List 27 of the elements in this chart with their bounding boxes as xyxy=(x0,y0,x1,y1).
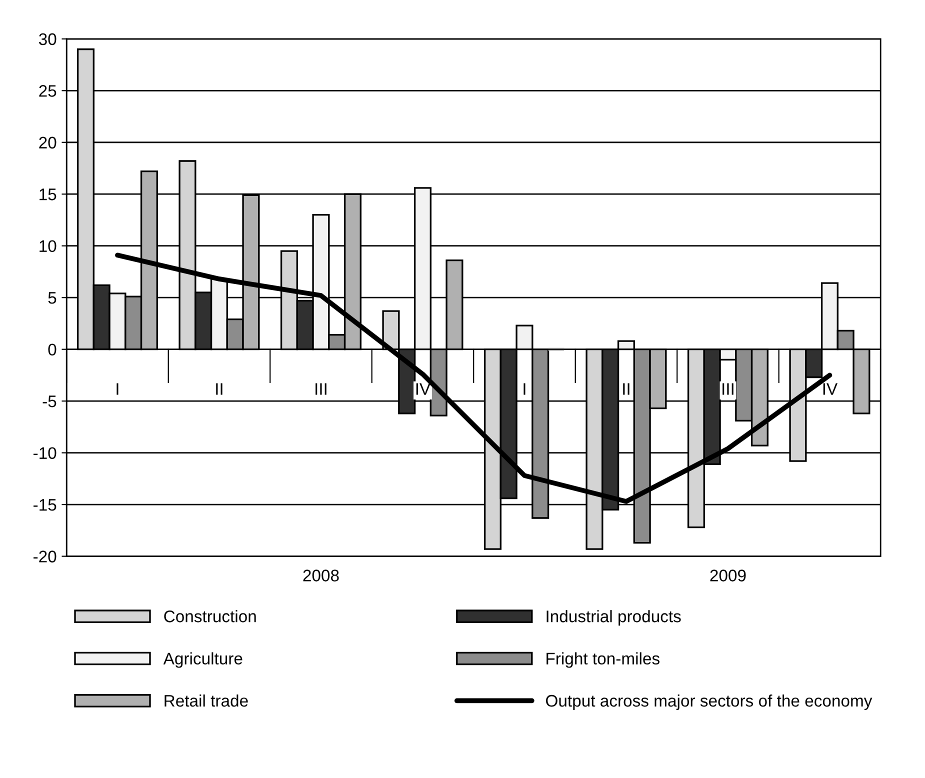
x-tick-label: II xyxy=(623,383,630,395)
legend-label: Retail trade xyxy=(164,694,248,707)
legend-label: Fright ton-miles xyxy=(546,652,660,668)
legend-label: Output across major sectors of the economy xyxy=(546,694,872,710)
y-tick-label: -5 xyxy=(42,396,56,408)
x-tick-label: IV xyxy=(416,383,431,395)
text: 2008 xyxy=(303,570,339,582)
y-tick-label: 25 xyxy=(39,85,56,97)
x-tick-label: I xyxy=(116,383,118,395)
y-tick-label: -20 xyxy=(34,550,56,562)
y-tick-label: 20 xyxy=(39,136,56,149)
legend-label: Agriculture xyxy=(163,652,242,668)
x-tick-label: III xyxy=(722,383,734,395)
y-tick-label: -10 xyxy=(34,447,56,459)
x-tick-label: II xyxy=(216,383,222,395)
legend-label: Industrial products xyxy=(546,610,681,626)
legend-label: Construction xyxy=(164,610,256,622)
y-tick-label: 5 xyxy=(48,292,56,304)
x-tick-label: IV xyxy=(823,383,838,395)
y-tick-label: -15 xyxy=(34,499,56,511)
x-tick-label: III xyxy=(316,383,326,395)
text: 2009 xyxy=(710,570,746,582)
y-tick-label: 30 xyxy=(38,33,56,46)
y-tick-label: 0 xyxy=(48,344,56,356)
x-tick-label: I xyxy=(524,383,526,395)
y-tick-label: 15 xyxy=(40,188,56,200)
y-tick-label: 10 xyxy=(40,240,56,252)
